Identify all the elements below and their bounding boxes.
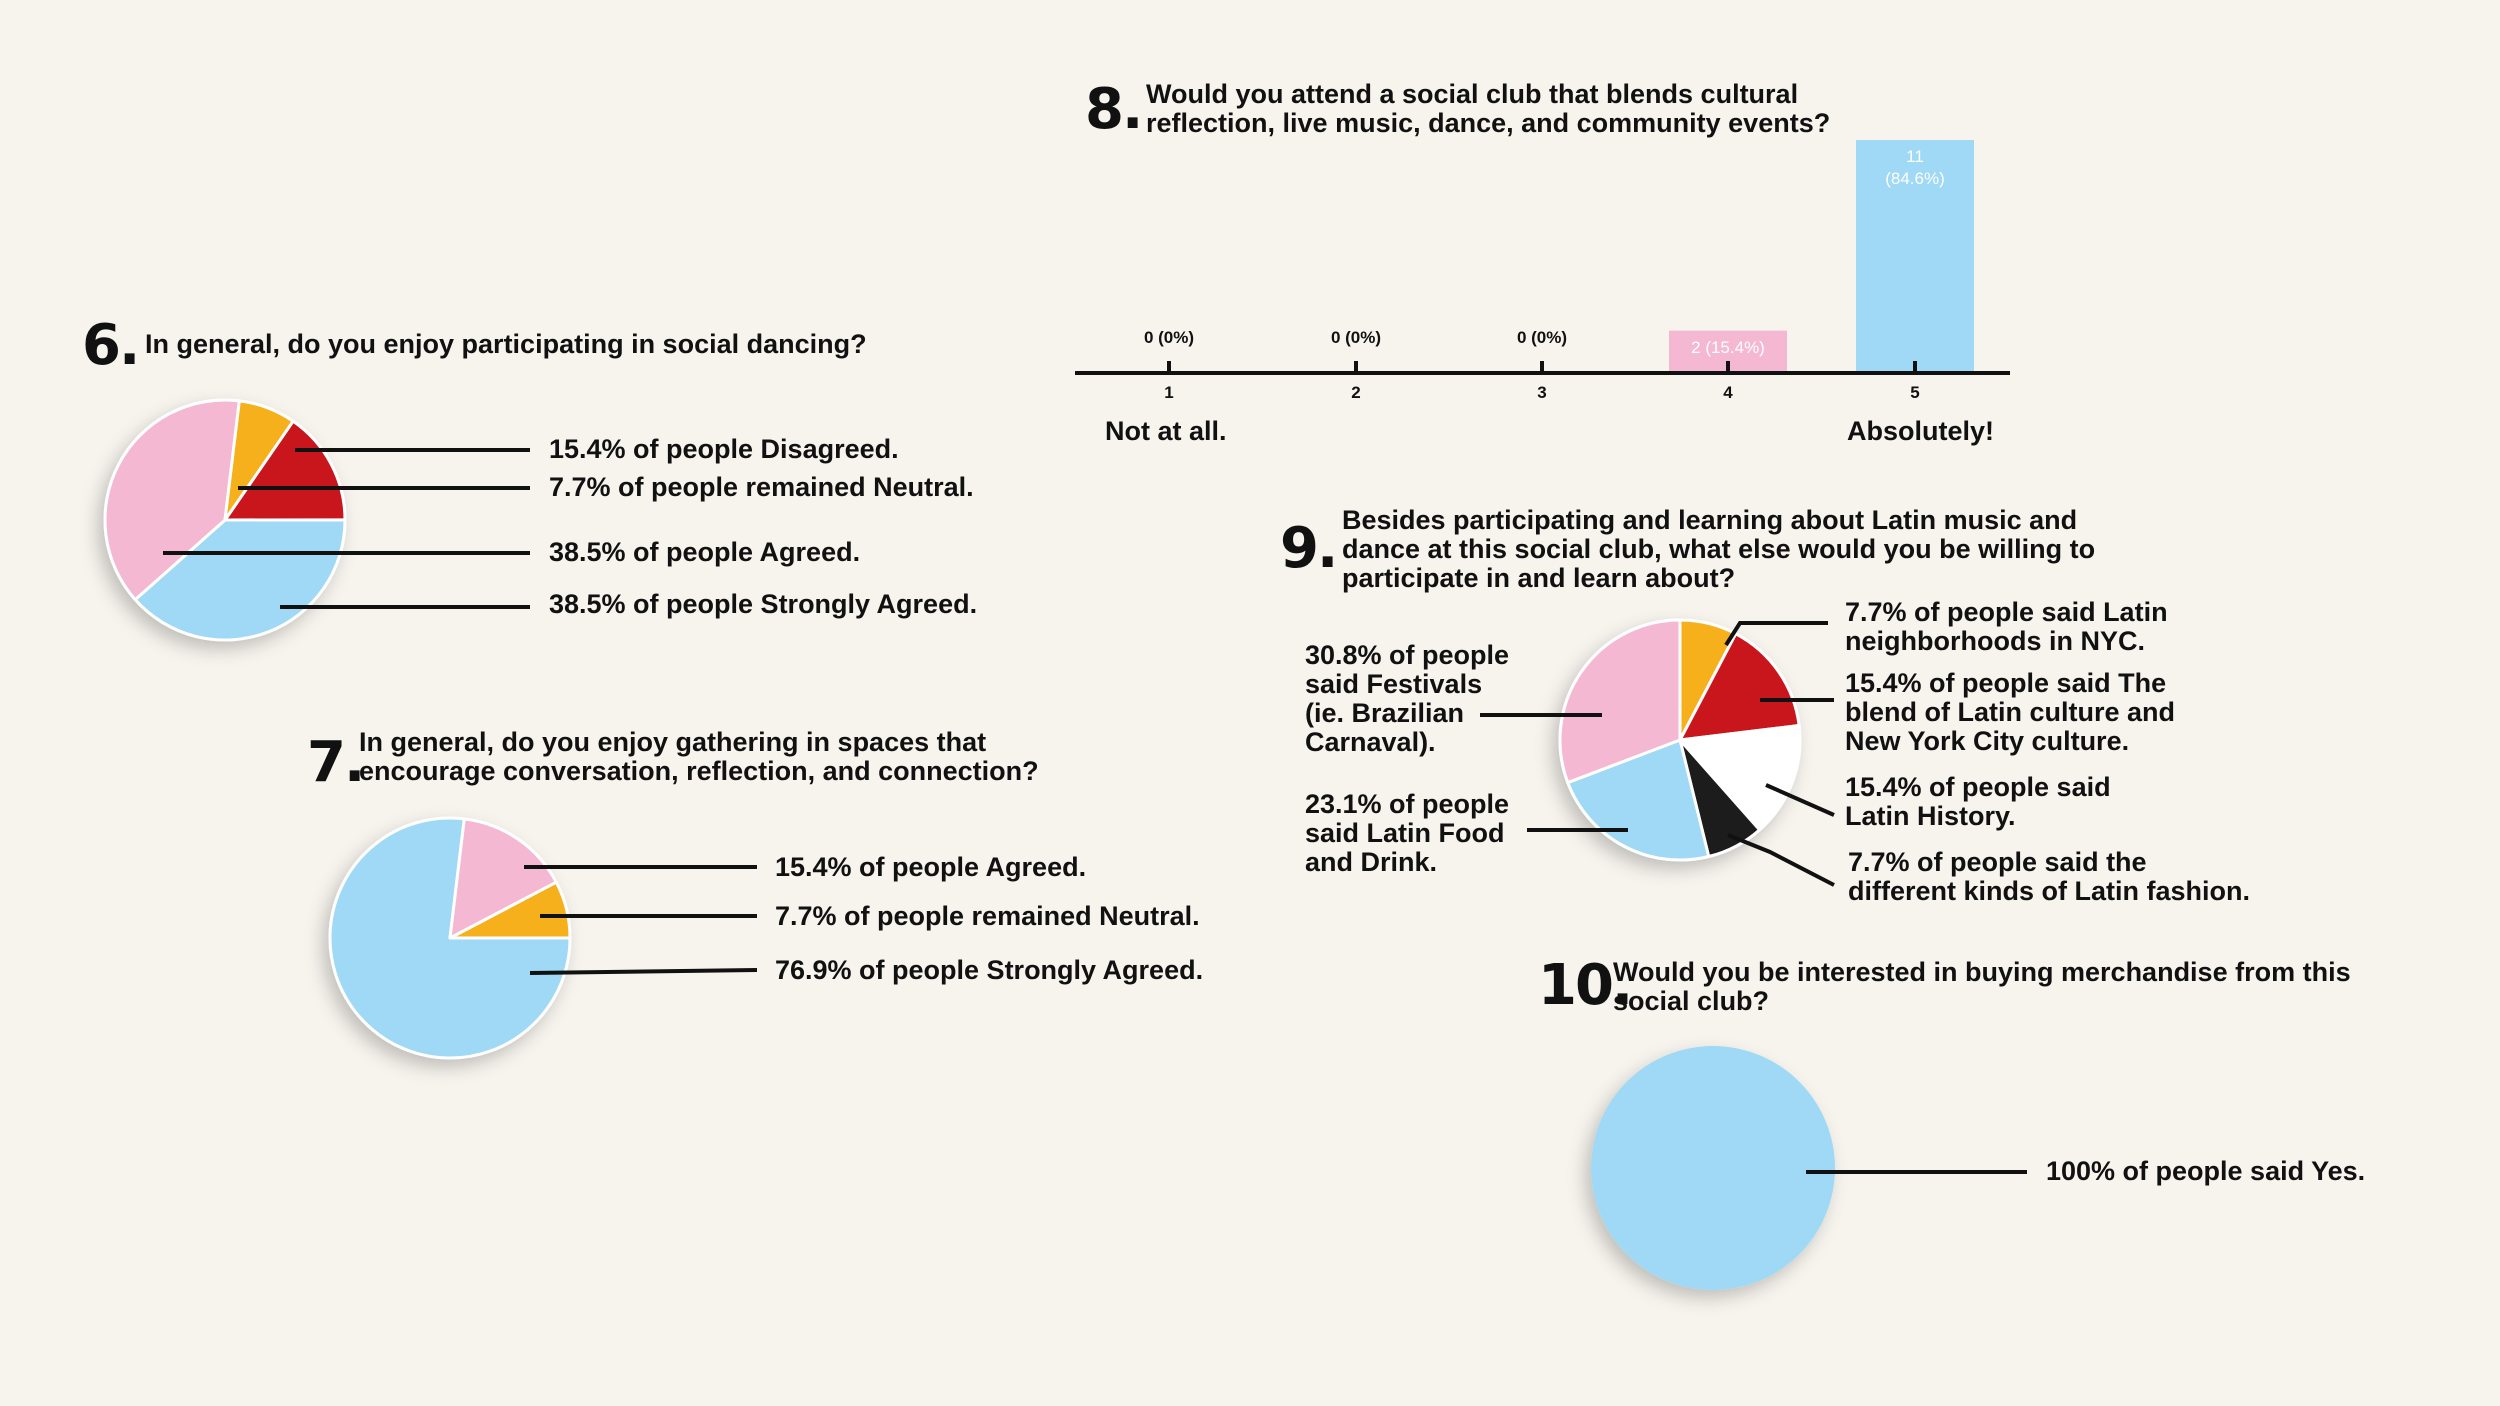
q9-number: 9. [1280, 516, 1338, 581]
q7-question: In general, do you enjoy gathering in sp… [359, 727, 1039, 786]
q10-pie-chart [1591, 1046, 1835, 1290]
q9-question: Besides participating and learning about… [1342, 505, 2096, 593]
q9-pie-slice-1 [1678, 632, 1801, 742]
q8-data-label: 0 (0%) [1330, 328, 1382, 347]
q8-data-label: 0 (0%) [1516, 328, 1568, 347]
q6-label-disagreed: 15.4% of people Disagreed. [549, 434, 899, 464]
q8-data-label: 2 (15.4%) [1691, 337, 1765, 357]
q8-low-label: Not at all. [1105, 416, 1227, 446]
q8-high-label: Absolutely! [1847, 416, 1995, 446]
q7-label-agreed: 15.4% of people Agreed. [775, 852, 1087, 882]
q10-number: 10. [1538, 953, 1633, 1018]
q8-data-label: 11 (84.6%) [1885, 147, 1945, 188]
q6-pie-slice-1 [133, 518, 347, 642]
q9-label-blend: 15.4% of people said The blend of Latin … [1845, 668, 2175, 756]
q8-tick-label: 1 [1164, 383, 1174, 402]
leader-lines [163, 448, 2027, 1174]
q7-label-strongly-agreed: 76.9% of people Strongly Agreed. [775, 955, 1204, 985]
q8-bar-chart [1669, 140, 1974, 373]
leader-line [529, 968, 758, 975]
q10-label-yes: 100% of people said Yes. [2046, 1156, 2366, 1186]
q7-pie-chart [328, 816, 572, 1060]
q9-pie-slice-5 [1558, 618, 1682, 785]
q6-pie-slice-0 [223, 419, 347, 522]
q6-label-neutral: 7.7% of people remained Neutral. [549, 472, 974, 502]
q9-label-history: 15.4% of people said Latin History. [1845, 772, 2111, 831]
leader-line [1724, 621, 1828, 647]
q9-pie-chart [1558, 618, 1802, 862]
q8-question: Would you attend a social club that blen… [1146, 79, 1831, 138]
q6-question: In general, do you enjoy participating i… [145, 329, 867, 359]
q10-pie-slice-0 [1591, 1046, 1835, 1290]
leader-line [1765, 783, 1835, 817]
q9-label-festivals: 30.8% of people said Festivals (ie. Braz… [1305, 640, 1510, 757]
q6-label-agreed: 38.5% of people Agreed. [549, 537, 861, 567]
q6-label-strongly-agreed: 38.5% of people Strongly Agreed. [549, 589, 978, 619]
leader-line [1727, 833, 1835, 887]
q7-pie-slice-2 [448, 817, 558, 940]
q9-pie-slice-2 [1678, 724, 1802, 832]
q9-label-neighborhoods: 7.7% of people said Latin neighborhoods … [1845, 597, 2168, 656]
q9-label-food: 23.1% of people said Latin Food and Drin… [1305, 789, 1510, 877]
q8-tick-label: 3 [1537, 383, 1547, 402]
q8-bar-5 [1856, 140, 1974, 373]
q6-number: 6. [82, 313, 140, 378]
q10-question: Would you be interested in buying mercha… [1613, 957, 2351, 1016]
q7-number: 7. [307, 730, 365, 795]
q6-pie-slice-3 [223, 399, 295, 522]
q8-axis [1075, 361, 2010, 375]
q8-tick-label: 4 [1723, 383, 1733, 402]
q8-tick-label: 5 [1910, 383, 1920, 402]
q6-pie-chart [103, 398, 347, 642]
q9-label-fashion: 7.7% of people said the different kinds … [1848, 847, 2251, 906]
q8-tick-label: 2 [1351, 383, 1361, 402]
q8-number: 8. [1085, 77, 1143, 142]
q8-data-label: 0 (0%) [1143, 328, 1195, 347]
q7-label-neutral: 7.7% of people remained Neutral. [775, 901, 1200, 931]
q6-pie-slice-2 [103, 398, 241, 602]
